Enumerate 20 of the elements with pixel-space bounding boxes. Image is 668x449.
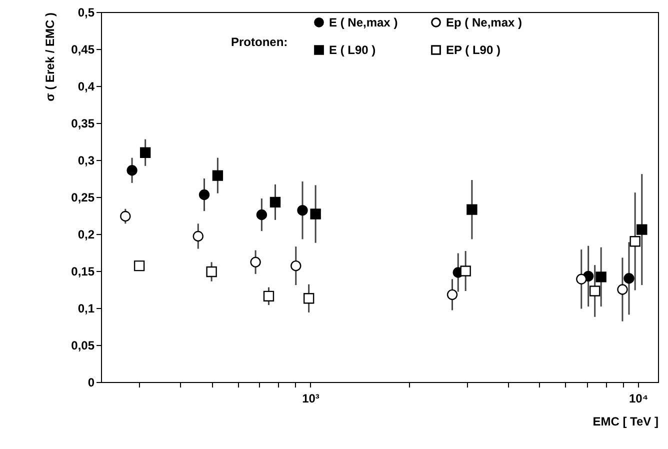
legend-title: Protonen: [231,35,288,49]
x-axis-title: EMC [ TeV ] [592,414,658,428]
y-tick-label: 0,05 [71,338,95,352]
y-tick-label: 0,35 [71,116,95,130]
y-tick-label: 0,1 [78,302,95,316]
y-tick-label: 0,5 [78,6,95,20]
y-tick-label: 0,2 [78,228,95,242]
x-tick-label: 10³ [302,392,320,406]
y-tick-label: 0 [88,376,95,390]
y-axis-title: σ ( Erek / EMC ) [43,12,58,102]
y-tick-label: 0,45 [71,42,95,56]
legend-label: E ( Ne,max ) [329,15,398,30]
legend-label: E ( L90 ) [329,43,376,57]
y-tick-label: 0,3 [78,154,95,168]
legend-label: Ep ( Ne,max ) [446,15,522,30]
y-tick-label: 0,15 [71,264,95,278]
x-tick-label: 10⁴ [628,392,648,406]
y-tick-label: 0,25 [71,190,95,204]
y-tick-label: 0,4 [78,80,95,94]
legend-label: EP ( L90 ) [446,43,500,57]
